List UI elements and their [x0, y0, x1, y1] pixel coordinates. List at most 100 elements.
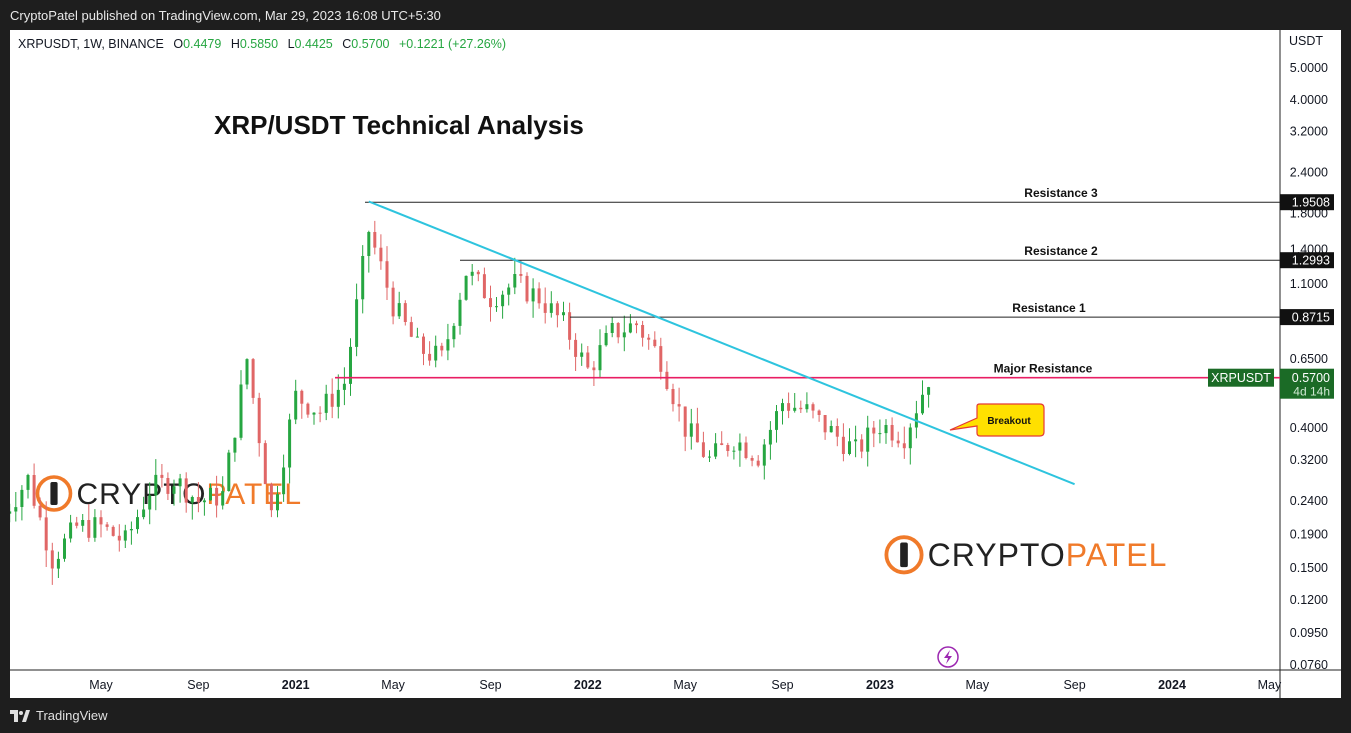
y-axis-title: USDT — [1289, 34, 1323, 48]
candle — [129, 521, 133, 545]
candle — [26, 473, 30, 499]
y-tick-label: 0.1500 — [1290, 561, 1328, 575]
x-tick-label: 2022 — [574, 678, 602, 692]
candle — [489, 285, 492, 322]
publish-info: CryptoPatel published on TradingView.com… — [0, 0, 1351, 30]
candle — [610, 317, 614, 338]
candle — [647, 334, 651, 350]
candle — [458, 292, 462, 335]
candle — [355, 283, 359, 357]
candle — [318, 406, 322, 423]
candle — [50, 542, 54, 585]
tradingview-icon — [10, 709, 30, 722]
candle — [87, 504, 91, 542]
candle — [762, 439, 766, 480]
last-price-text: 0.5700 — [1292, 371, 1330, 385]
legend-c-value: 0.5700 — [351, 37, 389, 51]
y-ticks: 5.00004.00003.20002.40001.80001.40001.10… — [1290, 61, 1328, 672]
lightning-icon[interactable] — [937, 646, 959, 668]
candle — [373, 220, 377, 255]
candle — [793, 393, 797, 413]
candle — [799, 400, 803, 413]
y-tick-label: 0.2400 — [1290, 494, 1328, 508]
candle — [811, 402, 815, 419]
legend-c-label: C — [342, 37, 351, 51]
candle — [379, 234, 383, 270]
candle — [221, 476, 225, 510]
candle — [440, 342, 444, 357]
level-price-text: 1.2993 — [1292, 254, 1330, 268]
candle — [306, 402, 310, 418]
x-tick-label: Sep — [1063, 678, 1085, 692]
breakout-callout: Breakout — [949, 403, 1045, 437]
x-tick-label: Sep — [479, 678, 501, 692]
candle — [732, 446, 736, 460]
candle — [336, 374, 340, 419]
candle — [269, 482, 273, 518]
candle — [44, 501, 48, 567]
candle — [233, 437, 237, 462]
footer-bar: TradingView — [0, 698, 1351, 733]
legend-l-value: 0.4425 — [295, 37, 333, 51]
candle — [775, 405, 778, 443]
legend-change: +0.1221 (+27.26%) — [399, 37, 506, 51]
y-tick-label: 3.2000 — [1290, 125, 1328, 139]
countdown-text: 4d 14h — [1293, 385, 1330, 399]
symbol-badge — [1208, 368, 1274, 387]
candle — [202, 498, 206, 516]
level-label: Resistance 2 — [1024, 244, 1098, 258]
candle — [592, 361, 596, 386]
candle — [683, 406, 687, 452]
legend-h-label: H — [231, 37, 240, 51]
legend-o-value: 0.4479 — [183, 37, 221, 51]
candle — [513, 257, 517, 295]
candle — [367, 230, 371, 273]
candle — [659, 337, 663, 380]
candle — [446, 323, 450, 361]
callout-bubble — [949, 403, 1045, 437]
candle — [227, 449, 231, 492]
candle — [555, 301, 559, 328]
candle — [470, 264, 474, 286]
level-label: Resistance 3 — [1024, 186, 1098, 200]
candle — [768, 421, 772, 460]
candle — [817, 409, 821, 422]
candle — [622, 315, 626, 352]
candle — [245, 358, 249, 390]
x-ticks: May Sep 2021 May Sep 2022 May Sep 2023 May Sep 2024… — [89, 678, 1282, 692]
candle — [117, 524, 121, 552]
chart-title: XRP/USDT Technical Analysis — [214, 110, 584, 140]
candle — [635, 320, 638, 334]
candle — [908, 423, 912, 465]
candle — [288, 413, 292, 484]
y-tick-label: 1.1000 — [1290, 277, 1328, 291]
candle — [677, 387, 681, 422]
candle — [921, 380, 924, 415]
x-tick-label: Sep — [771, 678, 793, 692]
candle — [507, 283, 511, 306]
legend-o-label: O — [173, 37, 183, 51]
legend: XRPUSDT, 1W, BINANCE O0.4479 H0.5850 L0.… — [18, 37, 506, 51]
candle — [464, 275, 468, 301]
candle — [537, 282, 541, 309]
trendline-group — [368, 200, 1075, 486]
candle — [878, 419, 882, 444]
last-price-badge — [1280, 368, 1334, 399]
chart-svg[interactable]: XRPUSDT, 1W, BINANCE O0.4479 H0.5850 L0.… — [2, 30, 1341, 698]
candle — [239, 370, 243, 441]
cryptopatel-logo: CRYPTOPATEL — [35, 475, 301, 512]
candle — [324, 384, 328, 421]
candle — [434, 335, 438, 368]
candle — [738, 433, 742, 467]
candle — [750, 455, 754, 467]
chart-frame[interactable]: XRPUSDT, 1W, BINANCE O0.4479 H0.5850 L0.… — [2, 30, 1341, 698]
symbol-badge-text: XRPUSDT — [1211, 371, 1271, 385]
y-tick-label: 0.6500 — [1290, 352, 1328, 366]
candle — [300, 389, 304, 419]
tradingview-logo[interactable]: TradingView — [10, 708, 108, 723]
x-tick-label: Sep — [187, 678, 209, 692]
candle — [330, 378, 334, 419]
candle — [562, 301, 565, 321]
candle — [902, 426, 906, 459]
candle — [708, 450, 711, 462]
